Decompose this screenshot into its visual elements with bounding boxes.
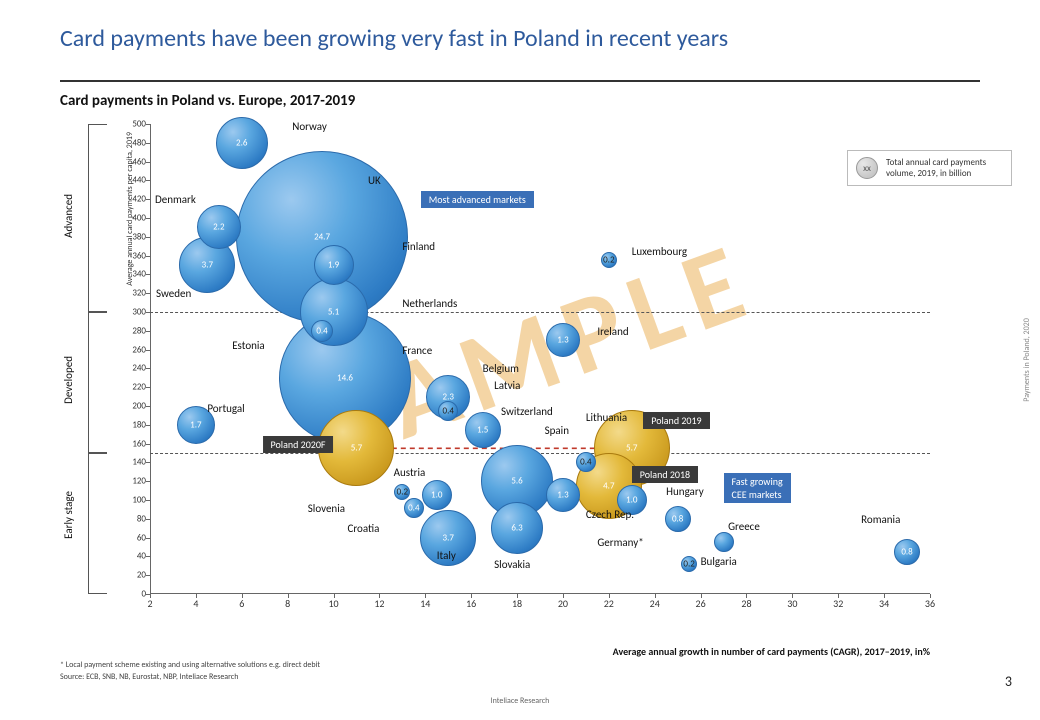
label-spain: Spain	[545, 424, 569, 437]
bubble-finland: 1.9	[314, 245, 354, 285]
category-early-stage: Early stage	[62, 491, 75, 539]
badge: Poland 2019	[643, 412, 709, 429]
bubble-croatia: 0.4	[404, 498, 424, 518]
label-estonia: Estonia	[232, 339, 265, 352]
bubble-denmark: 2.2	[197, 205, 241, 249]
label-denmark: Denmark	[155, 193, 196, 206]
label-france: France	[402, 344, 432, 357]
chart-subtitle: Card payments in Poland vs. Europe, 2017…	[60, 92, 355, 110]
bubble-luxembourg: 0.2	[601, 252, 617, 268]
label-greece: Greece	[728, 520, 760, 533]
label-croatia: Croatia	[348, 522, 380, 535]
legend-bubble-icon: xx	[856, 157, 878, 179]
label-luxembourg: Luxembourg	[632, 245, 687, 258]
bubble-austria: 1.0	[422, 480, 452, 510]
bubble-estonia: 0.4	[311, 320, 333, 342]
bubble-netherlands: 5.1	[300, 278, 368, 346]
bubble-lithuania: 0.4	[576, 452, 596, 472]
label-switzerland: Switzerland	[501, 405, 553, 418]
side-caption: Payments in Poland, 2020	[1022, 318, 1032, 402]
label-slovakia: Slovakia	[494, 558, 530, 571]
label-portugal: Portugal	[207, 402, 244, 415]
label-czech-rep-: Czech Rep.	[586, 508, 634, 521]
source-line: Source: ECB, SNB, NB, Eurostat, NBP, Int…	[60, 672, 238, 682]
page-number: 3	[1005, 673, 1012, 690]
page-title: Card payments have been growing very fas…	[60, 24, 728, 53]
bubble-slovakia: 6.3	[491, 502, 543, 554]
bubble-romania: 0.8	[894, 539, 920, 565]
label-uk: UK	[368, 174, 381, 187]
bubble-slovenia: 0.2	[394, 484, 410, 500]
label-ireland: Ireland	[597, 325, 628, 338]
y-axis-label: Average annual card payments per capita,…	[126, 132, 135, 286]
bubble-latvia: 0.4	[438, 401, 458, 421]
label-italy: Italy	[437, 549, 456, 562]
bubble-hungary: 0.8	[665, 506, 691, 532]
bubble-bulgaria: 0.2	[681, 556, 697, 572]
label-austria: Austria	[394, 466, 426, 479]
category-advanced: Advanced	[62, 194, 75, 238]
bubble-greece	[714, 532, 734, 552]
category-developed: Developed	[62, 356, 75, 404]
label-romania: Romania	[861, 513, 900, 526]
label-latvia: Latvia	[494, 379, 520, 392]
badge: Poland 2020F	[263, 436, 334, 453]
legend-text: Total annual card payments volume, 2019,…	[886, 157, 1003, 179]
bubble-norway: 2.6	[216, 117, 268, 169]
label-bulgaria: Bulgaria	[701, 555, 737, 568]
bubble-germany-: 1.3	[546, 478, 580, 512]
label-lithuania: Lithuania	[586, 411, 627, 424]
bubble-ireland: 1.3	[546, 323, 580, 357]
label-belgium: Belgium	[483, 362, 519, 375]
label-finland: Finland	[402, 240, 435, 253]
category-brackets: Advanced Developed Early stage	[62, 124, 110, 594]
label-netherlands: Netherlands	[402, 297, 457, 310]
y-axis	[150, 124, 151, 594]
plot-area: SAMPLE Average annual card payments per …	[150, 124, 930, 594]
footer-brand: Inteliace Research	[491, 696, 550, 706]
legend: xx Total annual card payments volume, 20…	[847, 150, 1012, 186]
label-slovenia: Slovenia	[308, 502, 345, 515]
x-axis-label: Average annual growth in number of card …	[613, 645, 930, 658]
badge: Poland 2018	[632, 466, 698, 483]
footnote: * Local payment scheme existing and usin…	[60, 660, 320, 670]
badge: Most advanced markets	[421, 191, 534, 208]
x-axis	[150, 593, 930, 594]
label-sweden: Sweden	[156, 287, 191, 300]
title-rule	[60, 80, 980, 82]
label-norway: Norway	[292, 120, 327, 133]
bubble-chart: SAMPLE Average annual card payments per …	[110, 124, 930, 624]
bubble-switzerland: 1.5	[465, 412, 501, 448]
label-hungary: Hungary	[666, 485, 704, 498]
label-germany-: Germany*	[597, 536, 643, 549]
badge: Fast growingCEE markets	[724, 473, 791, 503]
